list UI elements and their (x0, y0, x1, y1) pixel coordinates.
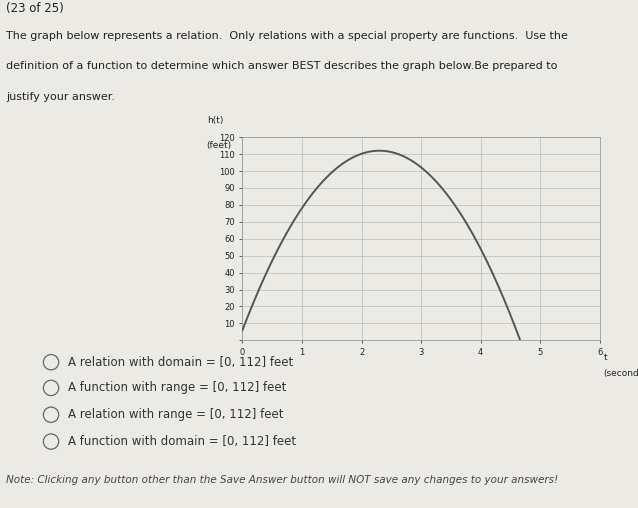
Text: (feet): (feet) (207, 141, 232, 150)
Text: h(t): h(t) (207, 116, 223, 125)
Text: A function with range = [0, 112] feet: A function with range = [0, 112] feet (68, 382, 286, 394)
Text: (seconds): (seconds) (604, 369, 638, 378)
Text: (23 of 25): (23 of 25) (6, 2, 64, 15)
Text: t: t (604, 353, 607, 362)
Text: The graph below represents a relation.  Only relations with a special property a: The graph below represents a relation. O… (6, 31, 568, 41)
Text: definition of a function to determine which answer BEST describes the graph belo: definition of a function to determine wh… (6, 61, 558, 72)
Text: Note: Clicking any button other than the Save Answer button will NOT save any ch: Note: Clicking any button other than the… (6, 475, 558, 485)
Text: justify your answer.: justify your answer. (6, 91, 115, 102)
Text: A relation with range = [0, 112] feet: A relation with range = [0, 112] feet (68, 408, 284, 421)
Text: A function with domain = [0, 112] feet: A function with domain = [0, 112] feet (68, 435, 297, 448)
Text: A relation with domain = [0, 112] feet: A relation with domain = [0, 112] feet (68, 356, 293, 369)
